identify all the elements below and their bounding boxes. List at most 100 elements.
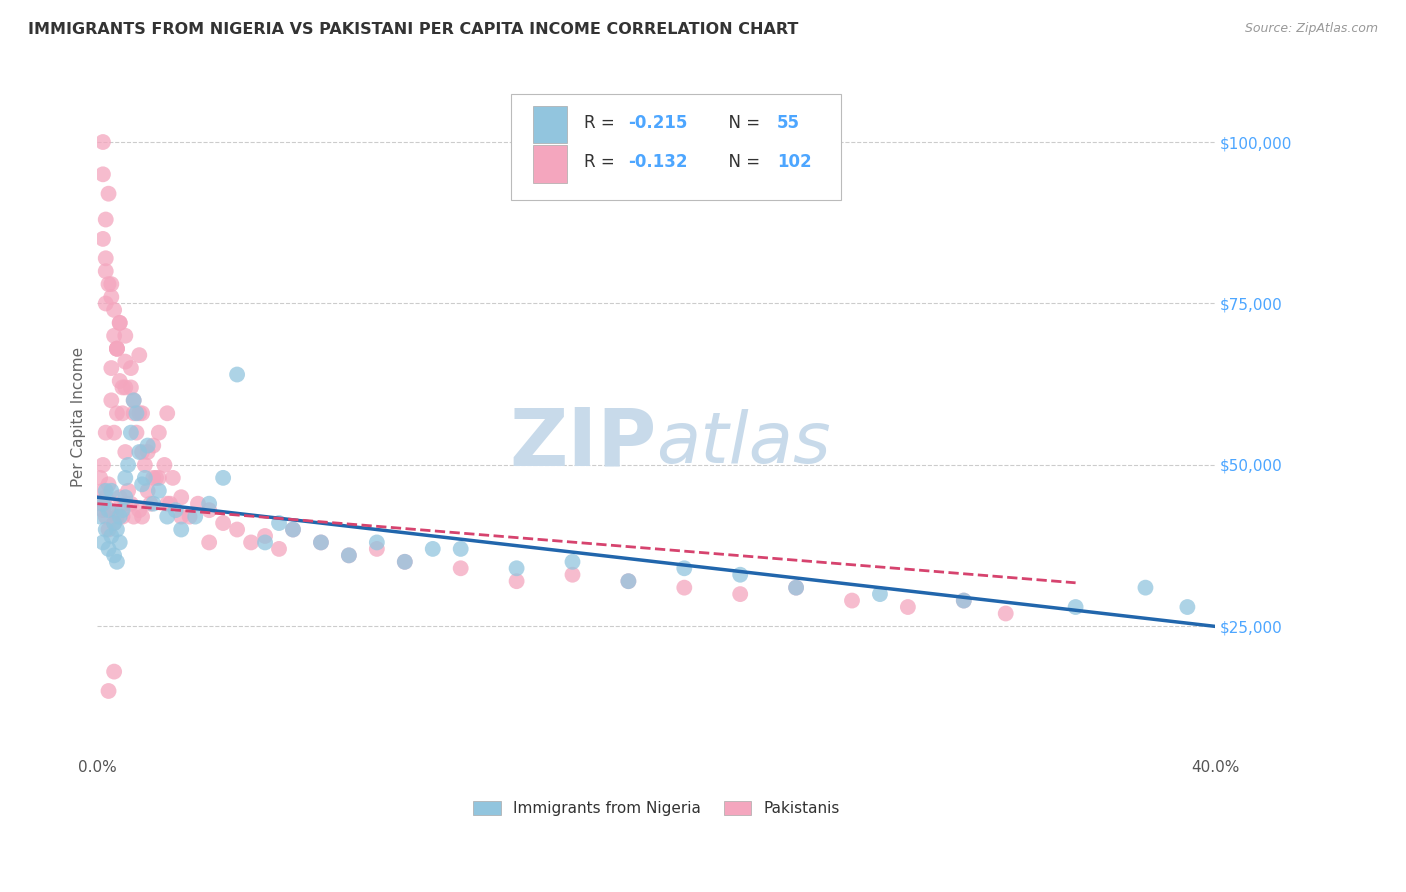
Point [505, 561, 527, 575]
FancyBboxPatch shape [533, 145, 567, 183]
Point [94, 212, 117, 227]
Point [450, 541, 472, 556]
Point [120, 361, 142, 376]
Point [100, 277, 122, 292]
Point [122, 406, 145, 420]
Point [120, 497, 142, 511]
Point [366, 541, 388, 556]
Point [994, 607, 1017, 621]
Point [100, 529, 122, 543]
Point [114, 354, 136, 368]
Point [134, 458, 156, 472]
Point [122, 509, 145, 524]
Point [108, 490, 131, 504]
Point [561, 555, 583, 569]
Point [366, 535, 388, 549]
Point [728, 587, 751, 601]
Point [170, 523, 193, 537]
Point [94, 264, 117, 278]
Point [97, 523, 120, 537]
Y-axis label: Per Capita Income: Per Capita Income [72, 346, 86, 486]
Point [105, 342, 128, 356]
Point [97, 477, 120, 491]
Point [952, 593, 974, 607]
Text: 102: 102 [778, 153, 811, 171]
Point [952, 593, 974, 607]
Point [148, 471, 170, 485]
Point [94, 490, 117, 504]
Point [267, 516, 290, 530]
Point [94, 425, 117, 440]
Point [226, 368, 249, 382]
Point [117, 458, 139, 472]
Point [1177, 600, 1199, 615]
Point [94, 523, 117, 537]
Point [91, 535, 114, 549]
Point [281, 523, 304, 537]
Point [505, 574, 527, 589]
Point [97, 503, 120, 517]
Point [337, 549, 360, 563]
Text: Source: ZipAtlas.com: Source: ZipAtlas.com [1244, 22, 1378, 36]
Point [212, 471, 235, 485]
Point [131, 477, 153, 491]
Point [94, 509, 117, 524]
Point [105, 342, 128, 356]
Point [105, 342, 128, 356]
Point [142, 471, 165, 485]
Point [100, 503, 122, 517]
Point [198, 535, 221, 549]
Point [281, 523, 304, 537]
Point [111, 406, 134, 420]
Point [198, 497, 221, 511]
Point [128, 348, 150, 362]
Point [108, 509, 131, 524]
Point [103, 425, 125, 440]
Point [125, 425, 148, 440]
Point [136, 445, 159, 459]
Point [91, 167, 114, 181]
Point [105, 555, 128, 569]
Point [100, 393, 122, 408]
Point [94, 483, 117, 498]
Point [728, 567, 751, 582]
Point [184, 509, 207, 524]
Point [105, 509, 128, 524]
Point [394, 555, 416, 569]
Point [617, 574, 640, 589]
Point [142, 497, 165, 511]
Point [785, 581, 807, 595]
Point [1135, 581, 1157, 595]
Point [131, 509, 153, 524]
Point [97, 684, 120, 698]
Point [198, 503, 221, 517]
Point [785, 581, 807, 595]
FancyBboxPatch shape [510, 95, 841, 200]
Point [309, 535, 332, 549]
Text: -0.215: -0.215 [628, 114, 688, 132]
Point [139, 497, 162, 511]
Point [103, 516, 125, 530]
Point [450, 561, 472, 575]
Point [165, 503, 187, 517]
Point [114, 471, 136, 485]
Point [1064, 600, 1087, 615]
Point [100, 361, 122, 376]
Point [91, 232, 114, 246]
Text: 55: 55 [778, 114, 800, 132]
Point [170, 509, 193, 524]
Text: R =: R = [583, 114, 620, 132]
Point [120, 380, 142, 394]
Point [394, 555, 416, 569]
Point [179, 509, 201, 524]
Point [103, 549, 125, 563]
Point [91, 503, 114, 517]
Text: N =: N = [718, 153, 765, 171]
Point [91, 497, 114, 511]
Point [103, 328, 125, 343]
Point [117, 483, 139, 498]
Point [91, 135, 114, 149]
Text: R =: R = [583, 153, 620, 171]
Point [128, 406, 150, 420]
Point [114, 490, 136, 504]
